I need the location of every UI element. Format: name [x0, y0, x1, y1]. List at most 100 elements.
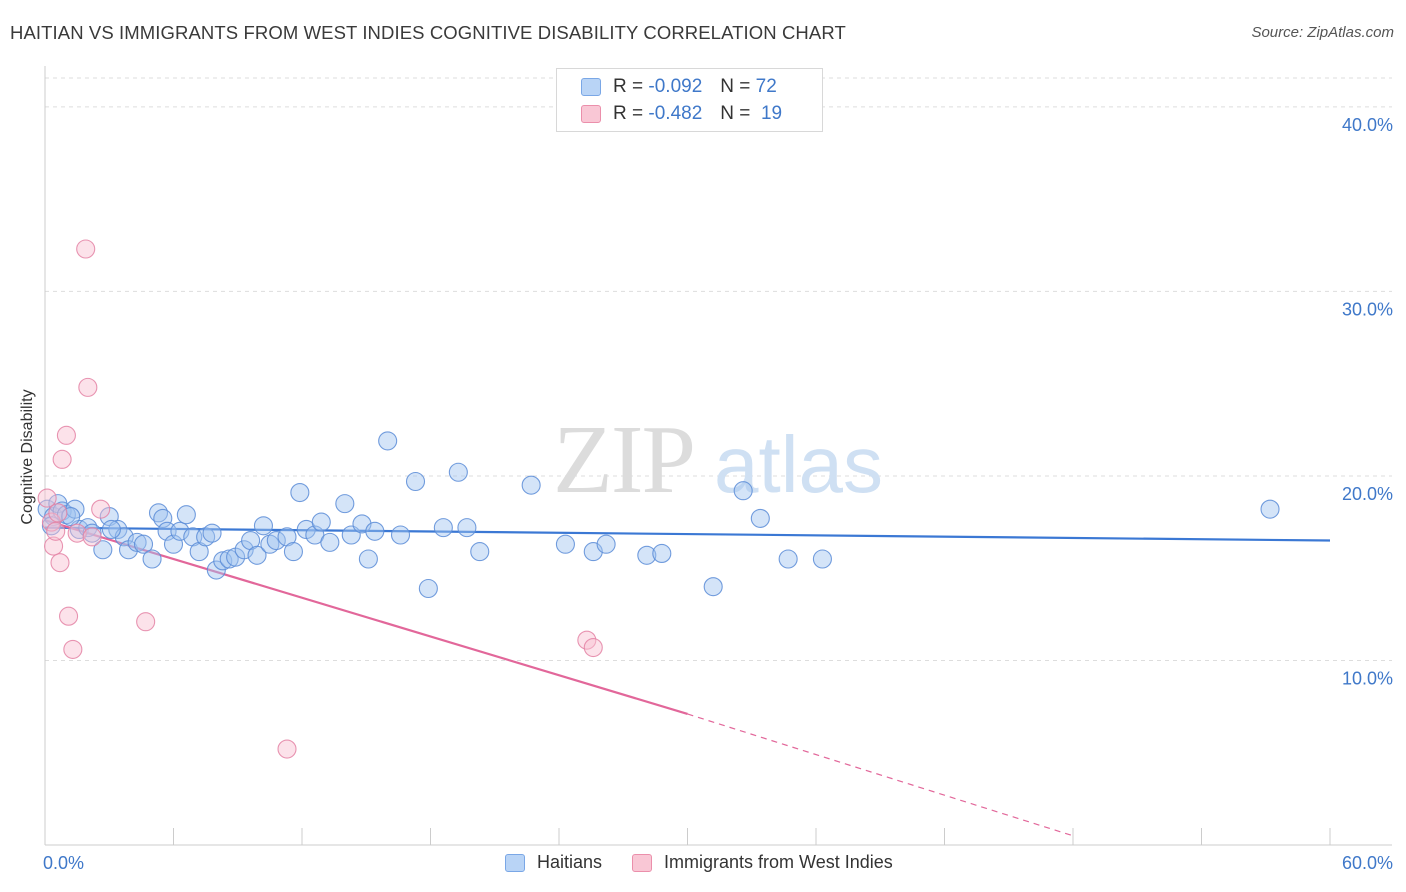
haitians-point	[170, 521, 190, 541]
haitians-point	[365, 521, 385, 541]
n-label: N =	[720, 76, 751, 97]
haitians-point	[596, 534, 616, 554]
haitians-point	[1260, 499, 1280, 519]
r-label: R =	[613, 103, 644, 124]
haitians-point	[470, 542, 490, 562]
haitians-point	[652, 543, 672, 564]
haitians-point	[418, 578, 438, 599]
west-indies-point	[37, 488, 57, 508]
west-indies-point	[91, 499, 111, 519]
west-indies-point	[136, 612, 156, 632]
haitians-point	[101, 519, 121, 540]
r-label: R =	[613, 76, 644, 97]
haitians-point	[206, 560, 226, 580]
legend-label-west-indies: Immigrants from West Indies	[664, 852, 893, 872]
gridlines	[45, 77, 1392, 661]
haitians-point	[750, 508, 770, 528]
haitians-point	[142, 549, 162, 569]
legend-item-haitians[interactable]: Haitians	[505, 852, 602, 873]
west-indies-point	[277, 739, 297, 759]
y-tick-label: 10.0%	[1342, 668, 1393, 688]
watermark: ZIP atlas	[553, 406, 883, 514]
legend-label-haitians: Haitians	[537, 852, 603, 872]
legend-row-haitians: R = -0.092 N = 72	[581, 74, 777, 100]
haitians-point	[213, 551, 233, 571]
west-indies-point	[59, 606, 79, 626]
trend-lines	[44, 519, 1331, 837]
y-tick-label: 40.0%	[1342, 115, 1393, 135]
tick-labels: 10.0% 20.0% 30.0% 40.0% 0.0% 60.0%	[43, 115, 1393, 873]
haitians-trend-line	[44, 526, 1331, 542]
watermark-zip: ZIP	[553, 406, 694, 514]
watermark-atlas: atlas	[714, 420, 883, 509]
r-value: -0.092	[648, 76, 703, 97]
haitians-point	[176, 505, 196, 525]
haitians-point	[703, 577, 723, 597]
west-indies-point	[78, 377, 98, 397]
haitians-point	[637, 545, 657, 565]
haitians-point	[283, 542, 303, 562]
west-indies-point	[46, 521, 66, 541]
haitians-point	[778, 549, 798, 569]
haitians-point	[733, 481, 753, 501]
haitians-point	[320, 532, 340, 552]
axes	[44, 66, 1392, 846]
haitians-point	[358, 549, 378, 569]
haitians-point	[133, 534, 154, 554]
haitians-point	[555, 534, 575, 554]
haitians-point	[127, 532, 147, 552]
west-indies-point	[41, 512, 61, 532]
haitians-point	[247, 545, 267, 565]
haitians-point	[457, 518, 477, 538]
haitians-point	[266, 530, 286, 551]
haitians-point	[812, 549, 832, 569]
haitians-swatch	[581, 78, 601, 96]
x-tick-label: 0.0%	[43, 853, 84, 873]
west-indies-point	[577, 630, 597, 650]
haitians-point	[448, 462, 468, 482]
y-tick-label: 20.0%	[1342, 484, 1393, 504]
haitians-point	[219, 549, 239, 569]
west-indies-point	[82, 527, 102, 547]
haitians-point	[335, 494, 355, 514]
correlation-legend: R = -0.092 N = 72 R = -0.482 N = 19	[556, 68, 823, 132]
haitians-point	[153, 508, 173, 528]
data-points	[37, 239, 1280, 759]
haitians-point	[521, 475, 541, 495]
west-indies-trend-line	[44, 519, 688, 716]
west-indies-point	[67, 523, 87, 543]
haitians-point	[234, 540, 254, 560]
series-legend: Haitians Immigrants from West Indies	[505, 852, 923, 873]
haitians-point	[378, 431, 398, 451]
west-indies-trend-extension	[687, 713, 1074, 837]
west-indies-swatch	[632, 853, 653, 872]
source-label: Source: ZipAtlas.com	[1251, 24, 1394, 41]
west-indies-point	[76, 239, 96, 259]
west-indies-point	[63, 639, 83, 659]
n-value: 72	[755, 76, 777, 97]
haitians-point	[61, 506, 81, 527]
west-indies-point	[48, 503, 68, 523]
chart-title: HAITIAN VS IMMIGRANTS FROM WEST INDIES C…	[10, 22, 846, 43]
haitians-point	[93, 540, 113, 560]
n-value: 19	[760, 103, 783, 124]
west-indies-point	[52, 449, 72, 469]
haitians-point	[202, 523, 222, 543]
haitians-point	[290, 483, 310, 503]
west-indies-point	[50, 553, 70, 573]
r-value: -0.482	[648, 103, 703, 124]
west-indies-point	[44, 536, 64, 556]
haitians-point	[108, 519, 128, 540]
haitians-point	[405, 471, 426, 492]
x-tick-label: 60.0%	[1342, 853, 1393, 873]
haitians-point	[260, 534, 280, 554]
n-label: N =	[720, 103, 751, 124]
haitians-point	[253, 516, 274, 536]
legend-item-west-indies[interactable]: Immigrants from West Indies	[632, 852, 893, 873]
haitians-point	[390, 525, 411, 545]
haitians-point	[433, 518, 453, 538]
y-tick-label: 30.0%	[1342, 299, 1393, 319]
west-indies-swatch	[581, 105, 601, 123]
haitians-swatch	[505, 853, 525, 872]
